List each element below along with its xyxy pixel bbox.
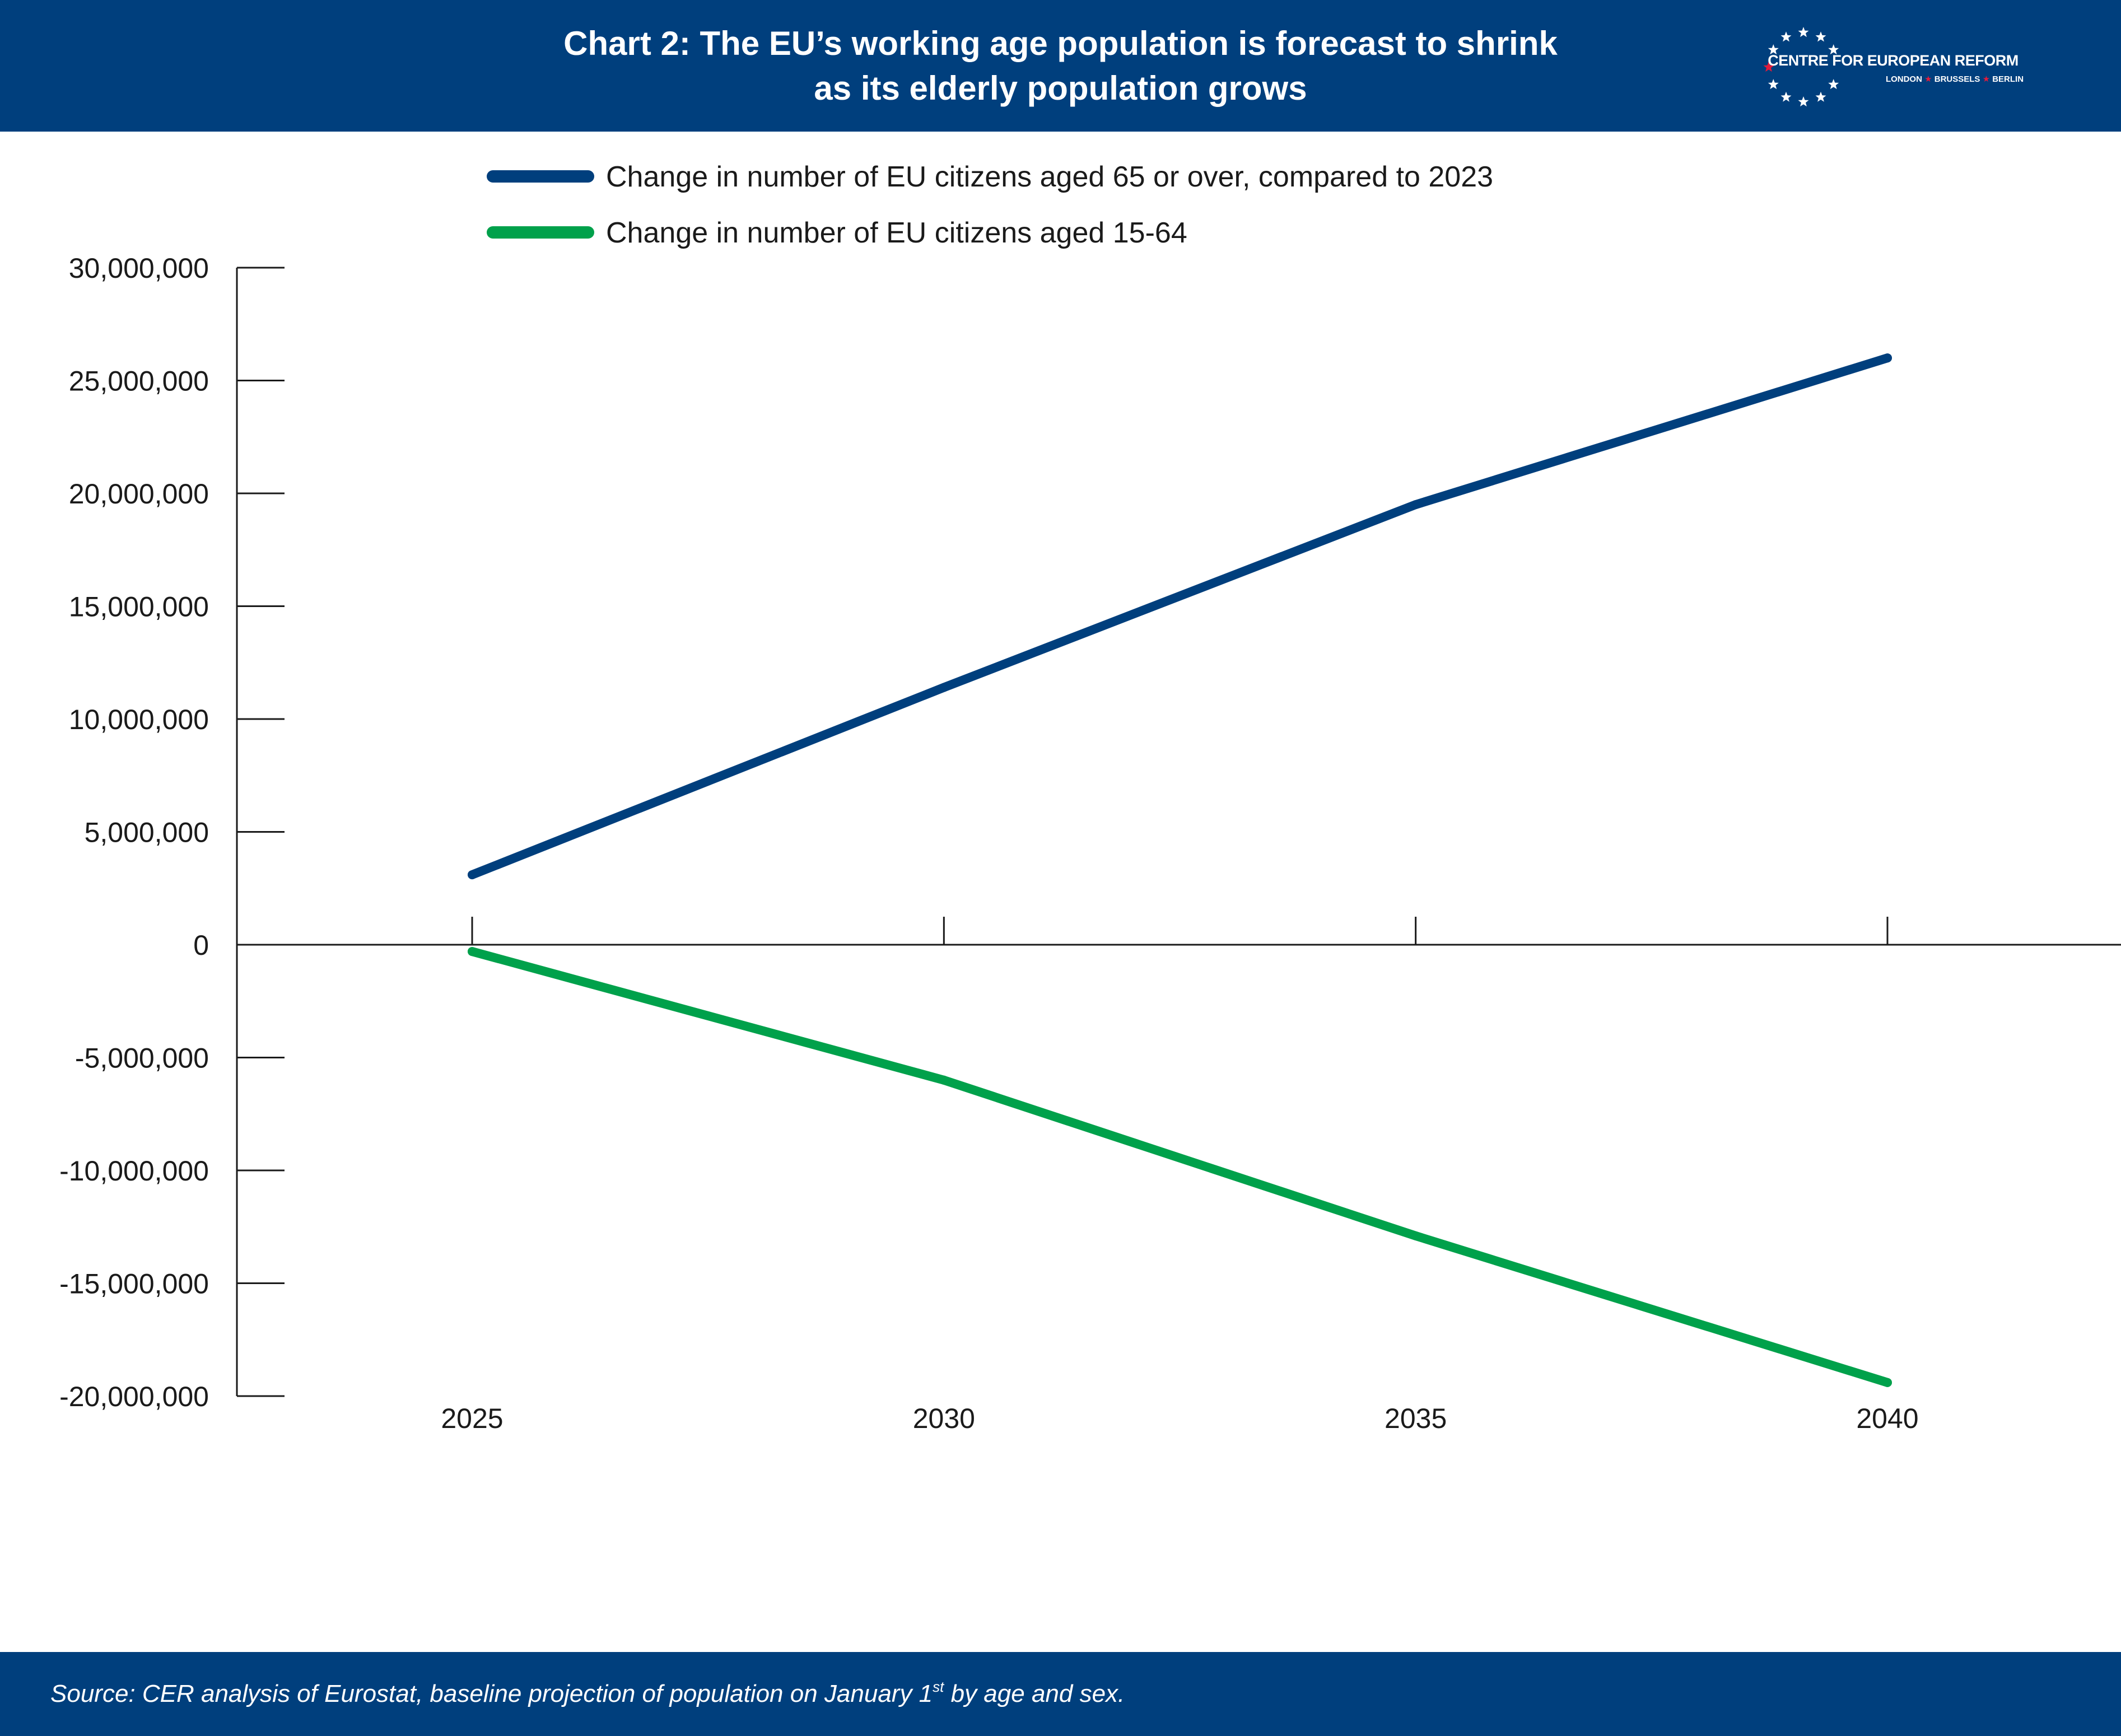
chart-title-line-1: Chart 2: The EU’s working age population… <box>563 25 1558 62</box>
source-note: Source: CER analysis of Eurostat, baseli… <box>50 1677 1125 1711</box>
y-tick-label-5: 5,000,000 <box>85 817 209 848</box>
y-tick-label-6: 0 <box>193 930 209 961</box>
logo-star-1 <box>1798 27 1809 38</box>
logo-star-10 <box>1763 62 1774 72</box>
logo-star-2 <box>1815 31 1826 42</box>
y-tick-label-8: -10,000,000 <box>59 1155 209 1187</box>
legend-label-1: Change in number of EU citizens aged 65 … <box>606 161 1493 193</box>
y-tick-label-7: -5,000,000 <box>75 1043 209 1074</box>
series-2-point-1 <box>468 947 477 956</box>
logo-star-5 <box>1828 79 1839 90</box>
logo-city-berlin: BERLIN <box>1992 74 2024 84</box>
y-tick-label-3: 15,000,000 <box>69 591 209 623</box>
chart-title-line-2: as its elderly population grows <box>814 69 1307 107</box>
y-tick-label-4: 10,000,000 <box>69 704 209 735</box>
star-ring-icon <box>1763 27 1839 107</box>
logo-star-9 <box>1768 79 1779 90</box>
y-tick-label-9: -15,000,000 <box>59 1268 209 1300</box>
logo-cities: LONDON ★ BRUSSELS ★ BERLIN <box>1876 74 2033 84</box>
chart-title: Chart 2: The EU’s working age population… <box>0 21 2121 111</box>
y-tick-label-0: 30,000,000 <box>69 253 209 284</box>
logo-city-separator-2: ★ <box>1982 74 1991 84</box>
legend-label-2: Change in number of EU citizens aged 15-… <box>606 217 1187 249</box>
logo-city-brussels: BRUSSELS <box>1934 74 1980 84</box>
series-line-1 <box>468 353 1892 880</box>
cer-logo: CENTRE FOR EUROPEAN REFORM LONDON ★ BRUS… <box>1759 22 2027 112</box>
chart-header: Chart 2: The EU’s working age population… <box>0 0 2121 132</box>
logo-city-separator-1: ★ <box>1924 74 1932 84</box>
x-tick-label-3: 2040 <box>1856 1403 1918 1434</box>
logo-star-8 <box>1780 91 1792 102</box>
series-1-point-3 <box>1411 500 1420 510</box>
x-tick-label-1: 2030 <box>913 1403 975 1434</box>
y-tick-label-2: 20,000,000 <box>69 478 209 510</box>
logo-name: CENTRE FOR EUROPEAN REFORM <box>1768 52 2019 69</box>
chart-footer: Source: CER analysis of Eurostat, baseli… <box>0 1652 2121 1736</box>
source-text-end: by age and sex. <box>944 1680 1125 1707</box>
series-2-point-4 <box>1883 1378 1892 1387</box>
series-2-point-2 <box>939 1075 949 1085</box>
y-tick-label-1: 25,000,000 <box>69 366 209 397</box>
x-tick-label-0: 2025 <box>441 1403 503 1434</box>
series-2-point-3 <box>1411 1231 1420 1240</box>
source-superscript: st <box>933 1678 944 1695</box>
logo-star-6 <box>1815 91 1826 102</box>
series-1-point-4 <box>1883 353 1892 363</box>
series-line-2 <box>468 947 1892 1387</box>
logo-star-3 <box>1828 44 1839 55</box>
series-1-point-2 <box>939 683 949 692</box>
source-text: Source: CER analysis of Eurostat, baseli… <box>50 1680 933 1707</box>
series-1-point-1 <box>468 870 477 880</box>
line-chart: Change in number of EU citizens aged 65 … <box>59 161 2121 1434</box>
x-tick-label-2: 2035 <box>1385 1403 1447 1434</box>
logo-star-12 <box>1780 31 1792 42</box>
y-tick-label-10: -20,000,000 <box>59 1381 209 1412</box>
logo-star-7 <box>1798 96 1809 107</box>
logo-star-11 <box>1768 44 1779 55</box>
logo-city-london: LONDON <box>1885 74 1922 84</box>
